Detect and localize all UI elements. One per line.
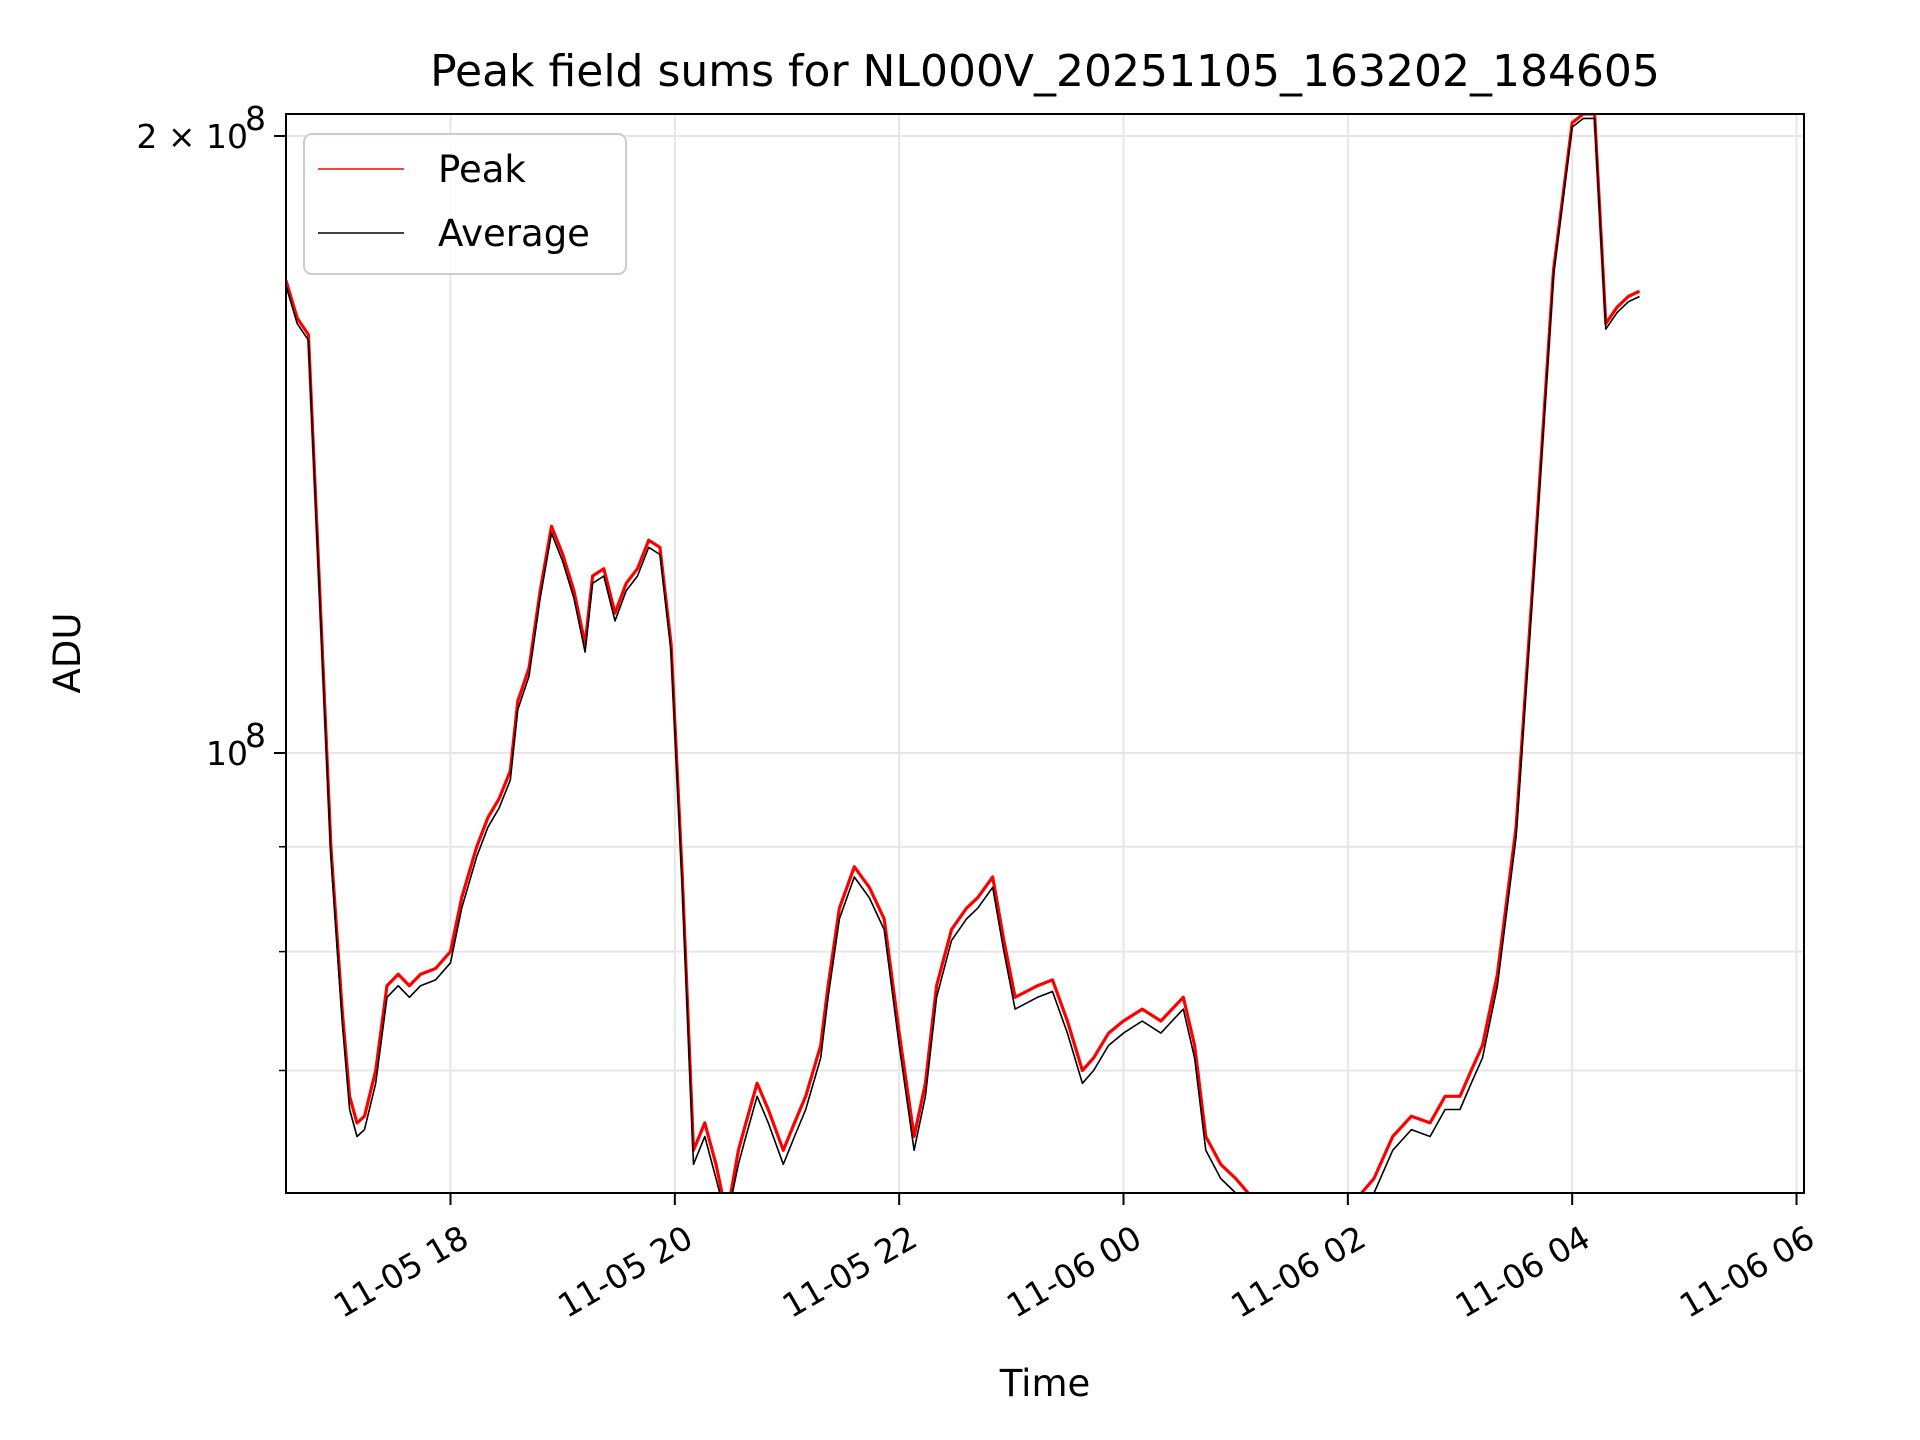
series-line-average	[286, 117, 1640, 1193]
y-tick-label: 2 × 10	[136, 117, 248, 156]
plot-frame	[285, 113, 1805, 1194]
legend-label-average: Average	[438, 212, 590, 255]
grid-lines	[286, 114, 1804, 1193]
chart-title: Peak field sums for NL000V_20251105_1632…	[430, 46, 1660, 97]
y-axis-label: ADU	[46, 613, 89, 694]
series-line-peak	[286, 114, 1641, 1193]
y-tick-exponent: 8	[245, 716, 266, 755]
legend: Peak Average	[303, 133, 627, 275]
x-axis-label: Time	[999, 1362, 1091, 1405]
y-tick-exponent: 8	[245, 99, 266, 138]
legend-label-peak: Peak	[438, 148, 526, 191]
series-layer	[286, 114, 1641, 1193]
y-tick-label: 10	[206, 734, 248, 773]
